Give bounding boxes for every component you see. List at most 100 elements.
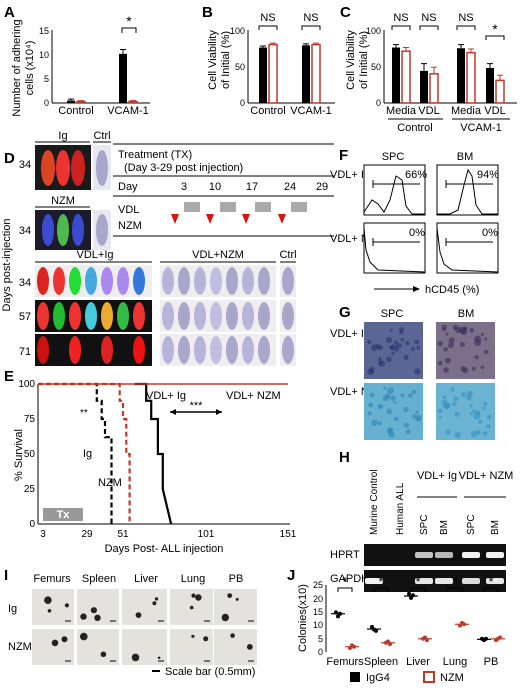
- d-mouse-ctrl: [96, 150, 108, 186]
- g-cell-nucleus: [416, 417, 421, 422]
- d-mouse-signal: [258, 336, 270, 364]
- d-row-nzm: NZM: [118, 220, 142, 232]
- g-cell-nucleus: [480, 332, 484, 336]
- i-scale-label: Scale bar (0.5mm): [165, 666, 255, 678]
- g-cell-nucleus: [390, 395, 396, 402]
- c-sig-star: *: [492, 21, 498, 37]
- j-ytick: 25: [313, 580, 323, 590]
- i-col: Spleen: [82, 573, 116, 585]
- g-cell-nucleus: [370, 369, 375, 374]
- e-xlabel: Days Post- ALL injection: [105, 543, 224, 555]
- g-cell-nucleus: [471, 430, 478, 438]
- h-band-gapdh: [365, 578, 383, 584]
- panel-letter-c: C: [340, 4, 351, 21]
- g-cell-nucleus: [416, 345, 421, 350]
- g-cell-nucleus: [389, 328, 393, 332]
- c-error-bar: [458, 44, 464, 49]
- i-colony: [227, 593, 233, 598]
- i-colony: [157, 656, 161, 660]
- d-mouse-signal: [133, 267, 145, 295]
- g-cell-nucleus: [442, 395, 447, 400]
- c-ytick: 50: [371, 62, 381, 72]
- g-cell-nucleus: [472, 409, 476, 413]
- g-cell-nucleus: [414, 368, 421, 375]
- g-cell-nucleus: [474, 339, 482, 346]
- g-cell-nucleus: [389, 345, 393, 350]
- f-histogram-box: [363, 222, 426, 274]
- j-ytick: 0: [318, 647, 323, 657]
- g-cell-nucleus: [386, 428, 392, 434]
- panel-a: Number of adhering cells (x10⁴) 0 5 10 1…: [11, 13, 150, 117]
- g-cell-nucleus: [378, 357, 382, 361]
- j-point: [388, 642, 392, 647]
- i-col: Femurs: [33, 573, 71, 585]
- d-day-tick: 17: [246, 181, 258, 193]
- i-colony: [230, 633, 235, 638]
- g-cell-nucleus: [482, 431, 488, 436]
- e-survival-curve: [134, 382, 173, 525]
- h-group-vdlig: VDL+ Ig: [417, 470, 457, 482]
- g-cell-nucleus: [403, 422, 409, 428]
- g-cell-nucleus: [480, 365, 485, 370]
- g-cell-nucleus: [375, 343, 381, 350]
- g-cell-nucleus: [485, 424, 491, 429]
- f-histogram-trace: [363, 227, 426, 273]
- d-mouse-signal: [133, 302, 145, 330]
- a-ytick: 0: [44, 98, 49, 108]
- panel-letter-i: I: [4, 567, 8, 584]
- g-cell-nucleus: [386, 356, 392, 363]
- j-points: * * * * *: [331, 574, 505, 651]
- c-xtick: Media: [451, 105, 482, 117]
- j-point: [407, 591, 411, 596]
- e-xtick: 151: [280, 529, 297, 540]
- g-cell-nucleus: [437, 340, 444, 347]
- d-mouse-signal: [258, 267, 270, 295]
- j-sig-star: *: [488, 574, 493, 589]
- a-error-bar: [78, 100, 84, 102]
- g-cell-nucleus: [414, 339, 420, 345]
- j-sig-star: *: [342, 574, 347, 589]
- g-cell-nucleus: [438, 360, 443, 366]
- h-band-hprt: [486, 552, 504, 558]
- c-xtick: VDL: [484, 105, 505, 117]
- i-colony: [235, 597, 239, 601]
- g-cell-nucleus: [482, 406, 486, 411]
- g-ihc-image: [436, 383, 495, 440]
- a-ytick: 5: [44, 74, 49, 84]
- f-histogram-trace: [437, 168, 498, 215]
- j-legend-igg4: IgG4: [366, 672, 390, 684]
- e-survival-curves: [38, 382, 288, 525]
- b-ytick: 0: [240, 98, 245, 108]
- g-cell-nucleus: [382, 395, 389, 402]
- a-bar: [76, 100, 86, 104]
- j-ytick: 15: [313, 607, 323, 617]
- h-row-gapdh: GAPDH: [330, 573, 369, 585]
- d-mouse-ctrl: [282, 336, 294, 364]
- h-group-vdlnzm: VDL+ NZM: [459, 470, 514, 482]
- f-xlabel: hCD45 (%): [425, 284, 479, 296]
- g-cell-nucleus: [454, 431, 461, 438]
- d-group-vdlnzm: VDL+NZM: [192, 249, 244, 261]
- i-col: Lung: [181, 573, 205, 585]
- i-row-ig: Ig: [8, 603, 17, 615]
- h-band-gapdh: [486, 578, 504, 584]
- i-colony: [94, 614, 101, 621]
- d-vdlig-image: [35, 334, 152, 366]
- panel-c: Cell Viability of Initial (%) 0 50 100 M…: [345, 12, 517, 134]
- i-colony: [191, 593, 196, 598]
- e-ylabel: % Survival: [13, 429, 25, 481]
- j-ytick: 20: [313, 594, 323, 604]
- g-cell-nucleus: [483, 401, 488, 406]
- c-bar: [392, 47, 400, 103]
- d-mouse-signal: [69, 336, 81, 364]
- b-ylabel-line2: of Initial (%): [220, 31, 232, 89]
- j-point: [425, 638, 429, 643]
- i-colony: [152, 601, 157, 606]
- c-group-vcam: VCAM-1: [460, 122, 502, 134]
- c-sig: NS: [393, 12, 408, 24]
- b-sig-1: NS: [260, 12, 275, 24]
- h-band-gapdh: [415, 578, 433, 584]
- i-colony-image: [32, 629, 74, 665]
- d-row-vdl: VDL: [118, 204, 139, 216]
- d-mouse-signal: [101, 267, 113, 295]
